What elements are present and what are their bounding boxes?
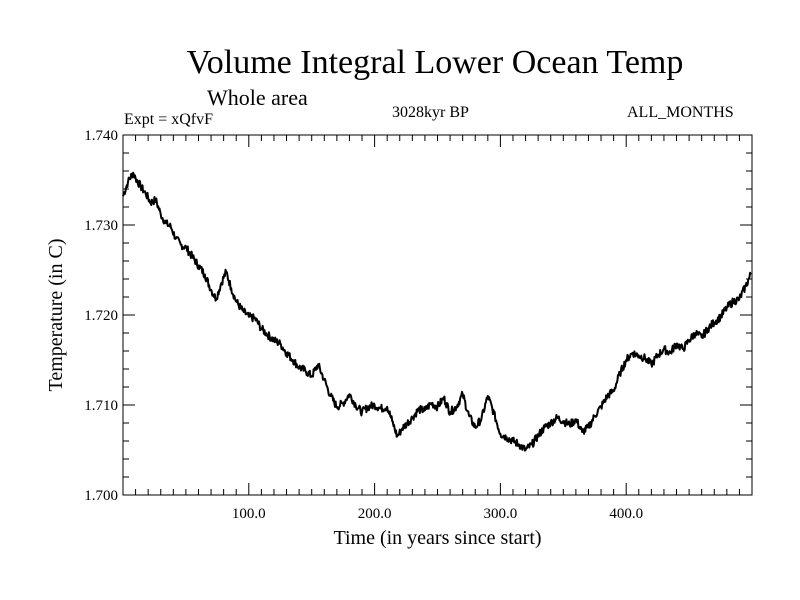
y-tick-label: 1.730 xyxy=(84,218,118,234)
chart-subtitle: Whole area xyxy=(207,85,308,110)
y-tick-label: 1.740 xyxy=(84,128,118,144)
x-tick-label: 400.0 xyxy=(609,506,643,522)
x-axis-label: Time (in years since start) xyxy=(333,527,541,549)
tick-labels: 100.0 200.0 300.0 400.0 1.700 1.710 1.720 1.730… xyxy=(84,128,643,522)
y-tick-label: 1.720 xyxy=(84,308,118,324)
months-label: ALL_MONTHS xyxy=(627,104,734,121)
plot-frame xyxy=(122,134,753,496)
y-axis-label: Temperature (in C) xyxy=(45,239,67,392)
x-tick-label: 300.0 xyxy=(484,506,518,522)
y-tick-label: 1.710 xyxy=(84,398,118,414)
y-tick-label: 1.700 xyxy=(84,488,118,504)
x-tick-label: 200.0 xyxy=(358,506,392,522)
period-label: 3028kyr BP xyxy=(392,104,469,121)
chart-title: Volume Integral Lower Ocean Temp xyxy=(186,44,684,81)
temperature-series-line xyxy=(122,171,752,452)
experiment-label: Expt = xQfvF xyxy=(124,111,214,128)
x-tick-label: 100.0 xyxy=(232,506,266,522)
tick-marks xyxy=(123,135,752,495)
